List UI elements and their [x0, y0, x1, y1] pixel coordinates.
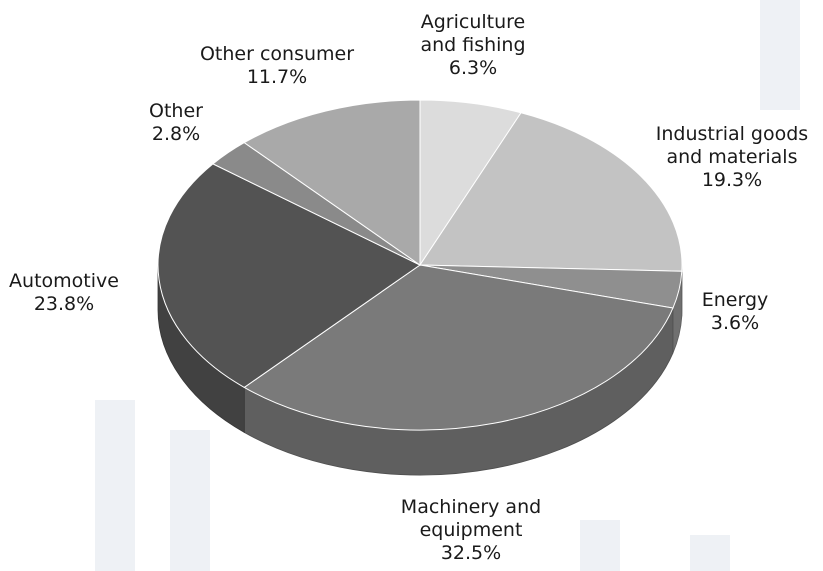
pie-slice-name: Machinery and — [401, 496, 541, 518]
pie-slice-name: Automotive — [9, 270, 119, 292]
background-bleed — [95, 0, 800, 571]
pie-top — [157, 99, 683, 431]
pie-slice-label: Other 2.8% — [149, 100, 203, 145]
pie-slice-name: Industrial goods — [656, 123, 808, 145]
pie-slice — [243, 99, 421, 266]
pie-slice-name: Other consumer — [200, 43, 354, 65]
pie-slice — [243, 264, 674, 431]
pie-slice-value: 32.5% — [441, 542, 501, 564]
pie-slice-label: Agriculture and fishing 6.3% — [420, 11, 525, 79]
pie-slice-value: 23.8% — [34, 293, 94, 315]
pie-slice-label: Other consumer 11.7% — [200, 43, 354, 88]
pie-slice-label: Machinery and equipment 32.5% — [401, 496, 541, 564]
pie-slice-value: 3.6% — [711, 312, 759, 334]
pie-slice-value: 11.7% — [247, 66, 307, 88]
pie-slice-name: Other — [149, 100, 203, 122]
pie-slice — [419, 112, 683, 272]
bg-bar — [580, 520, 620, 571]
bg-bar — [95, 400, 135, 571]
pie-slice-name: and materials — [667, 146, 798, 168]
bg-bar — [690, 535, 730, 571]
pie-slice-value: 2.8% — [152, 123, 200, 145]
pie-slice-label: Energy 3.6% — [702, 289, 769, 334]
pie-slice-name: and fishing — [420, 34, 525, 56]
bg-bar — [170, 430, 210, 571]
pie-slice — [157, 163, 421, 388]
bg-bar — [760, 0, 800, 110]
pie-slice-value: 19.3% — [702, 169, 762, 191]
pie-slice-value: 6.3% — [449, 57, 497, 79]
pie-slice-label: Industrial goods and materials 19.3% — [656, 123, 808, 191]
pie-slice-name: Agriculture — [421, 11, 526, 33]
pie-labels: Agriculture and fishing 6.3% Industrial goo… — [9, 11, 808, 564]
pie-slice-label: Automotive 23.8% — [9, 270, 119, 315]
pie-slice-name: Energy — [702, 289, 769, 311]
pie-slice-name: equipment — [420, 519, 523, 541]
